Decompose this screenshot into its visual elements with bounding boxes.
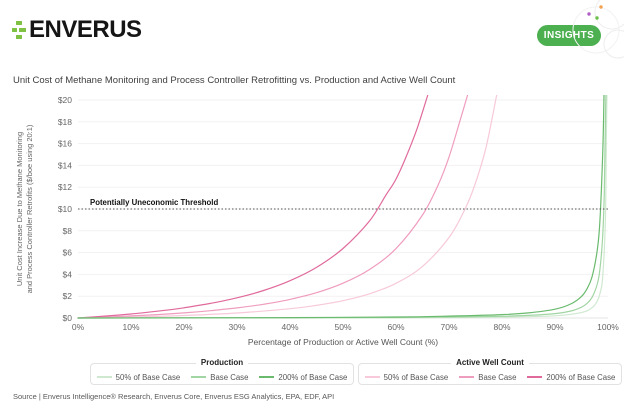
legend-group-production: Production 50% of Base Case Base Case 200% … (90, 358, 354, 385)
chart-legend: Production 50% of Base Case Base Case 200% … (0, 358, 624, 387)
legend-item: Base Case (459, 373, 516, 382)
y-tick-label: $16 (58, 139, 72, 149)
legend-line-swatch (527, 376, 543, 378)
legend-item: 50% of Base Case (364, 372, 449, 382)
y-axis-title: and Process Controller Retrofits ($/boe … (25, 124, 34, 293)
x-tick-label: 90% (546, 322, 563, 332)
legend-item-label: 50% of Base Case (383, 372, 449, 382)
legend-line-swatch (364, 376, 380, 378)
y-tick-label: $6 (63, 248, 73, 258)
series-active-well-count-200-of-base-case (77, 95, 429, 319)
x-tick-label: 70% (440, 322, 457, 332)
enverus-logo-text: ENVERUS (29, 16, 142, 43)
x-tick-label: 10% (122, 322, 139, 332)
series-active-well-count-base-case (77, 95, 469, 319)
x-tick-label: 30% (228, 322, 245, 332)
y-tick-label: $4 (63, 269, 73, 279)
threshold-label: Potentially Uneconomic Threshold (90, 198, 218, 207)
x-tick-label: 40% (281, 322, 298, 332)
x-tick-label: 50% (334, 322, 351, 332)
chart-title: Unit Cost of Methane Monitoring and Proc… (13, 75, 456, 86)
y-tick-label: $10 (58, 204, 72, 214)
legend-item: 200% of Base Case (259, 373, 347, 382)
legend-line-swatch (191, 376, 207, 378)
purple-dot (587, 12, 591, 16)
insights-button[interactable]: INSIGHTS (537, 25, 601, 46)
y-tick-label: $12 (58, 182, 72, 192)
enverus-logo-icon (12, 21, 26, 39)
y-tick-label: $8 (63, 226, 73, 236)
orange-dot (599, 5, 603, 9)
source-note: Source | Enverus Intelligence® Research,… (13, 392, 335, 401)
x-tick-label: 100% (597, 322, 619, 332)
legend-item-label: Base Case (210, 372, 249, 382)
series-active-well-count-50-of-base-case (77, 95, 498, 319)
series-production-200-of-base-case (77, 95, 605, 319)
x-tick-label: 20% (175, 322, 192, 332)
legend-item-label: Base Case (478, 372, 517, 382)
legend-line-swatch (96, 376, 112, 378)
y-tick-label: $2 (63, 291, 73, 301)
legend-item-label: 50% of Base Case (115, 372, 181, 382)
y-tick-label: $20 (58, 95, 72, 105)
y-axis-title: Unit Cost Increase Due to Methane Monito… (15, 132, 24, 286)
x-axis-title: Percentage of Production or Active Well … (248, 337, 438, 347)
decorative-circles (572, 0, 624, 59)
x-tick-label: 80% (493, 322, 510, 332)
legend-item-label: 200% of Base Case (278, 372, 348, 382)
legend-group-active-well-count: Active Well Count 50% of Base Case Base Ca… (358, 358, 622, 385)
green-dot (595, 16, 599, 20)
y-tick-label: $18 (58, 117, 72, 127)
legend-item: Base Case (191, 373, 248, 382)
y-tick-label: $14 (58, 160, 72, 170)
legend-item: 200% of Base Case (527, 373, 615, 382)
y-tick-label: $0 (63, 313, 73, 323)
legend-line-swatch (259, 376, 275, 378)
x-tick-label: 60% (387, 322, 404, 332)
methane-cost-chart: $0 $2 $4 $6 $8 $10 $12 $14 $16 $18 $20 0% 10% 20% 30% 4… (0, 93, 624, 353)
legend-item-label: 200% of Base Case (546, 372, 616, 382)
legend-line-swatch (459, 376, 475, 378)
enverus-logo: ENVERUS (12, 13, 142, 47)
x-tick-label: 0% (72, 322, 85, 332)
legend-item: 50% of Base Case (96, 372, 181, 382)
